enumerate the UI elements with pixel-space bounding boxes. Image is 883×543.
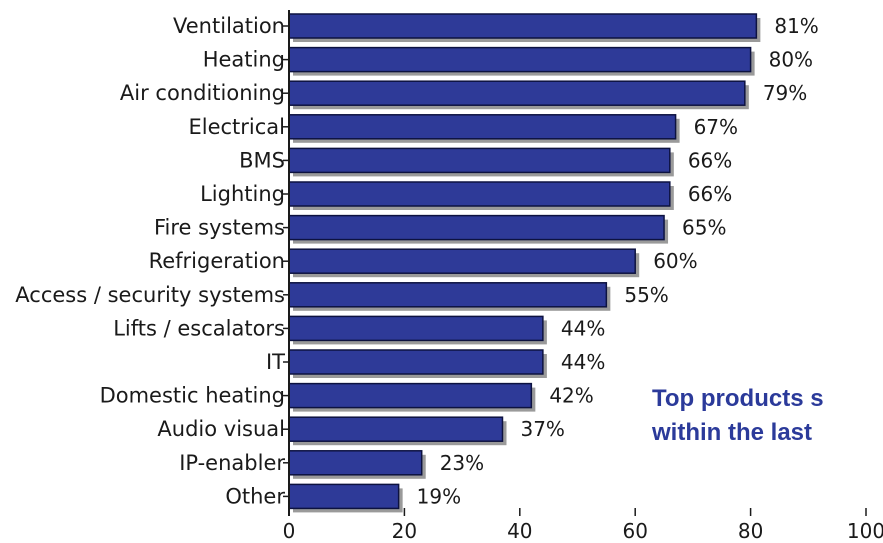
value-label: 44% (561, 316, 605, 340)
value-label: 66% (688, 182, 732, 206)
bar (288, 450, 423, 476)
chart-subtitle-line-1: Top products s (652, 385, 824, 412)
value-label: 37% (520, 417, 564, 441)
value-label: 60% (653, 249, 697, 273)
bar (288, 349, 544, 375)
x-tick-label: 100 (847, 519, 883, 543)
category-label: Electrical (188, 115, 285, 139)
category-label: Air conditioning (120, 81, 285, 105)
bar (288, 114, 677, 140)
bar (288, 282, 608, 308)
category-label: BMS (239, 148, 285, 172)
bar (288, 248, 636, 274)
x-tick-label: 0 (283, 519, 296, 543)
subtitle-layer: Top products s within the last (651, 385, 824, 446)
category-label: Lifts / escalators (113, 316, 285, 340)
value-label: 67% (694, 115, 738, 139)
category-label: Domestic heating (100, 384, 285, 408)
category-label: Lighting (200, 182, 285, 206)
category-label: Heating (203, 48, 285, 72)
value-label: 55% (624, 283, 668, 307)
value-label: 81% (774, 14, 818, 38)
value-label: 44% (561, 350, 605, 374)
category-label: Fire systems (154, 216, 285, 240)
category-label: Audio visual (157, 417, 285, 441)
bar (288, 80, 746, 106)
value-label: 80% (769, 48, 813, 72)
bar (288, 315, 544, 342)
bar (288, 181, 671, 207)
value-label: 19% (417, 484, 461, 508)
bar (288, 46, 752, 73)
x-tick-label: 40 (507, 519, 532, 543)
bar (288, 416, 504, 442)
bars-layer (288, 13, 761, 513)
bar (288, 483, 400, 510)
x-tick-label: 20 (392, 519, 417, 543)
chart-subtitle-line-2: within the last (651, 419, 812, 446)
value-label: 23% (440, 451, 484, 475)
bar (288, 382, 533, 409)
x-tick-label: 60 (622, 519, 647, 543)
category-label: IT (266, 350, 285, 374)
value-label: 42% (549, 384, 593, 408)
category-label: Ventilation (173, 14, 285, 38)
bar (288, 214, 665, 241)
bar (288, 13, 758, 39)
bar (288, 147, 671, 174)
category-label: Other (225, 484, 285, 508)
value-label: 66% (688, 148, 732, 172)
value-label: 65% (682, 216, 726, 240)
axis-layer: Ventilation 81% Heating 80% Air conditioning… (15, 10, 883, 543)
category-label: Access / security systems (15, 283, 285, 307)
value-label: 79% (763, 81, 807, 105)
category-label: IP-enabler (179, 451, 285, 475)
x-tick-label: 80 (738, 519, 763, 543)
category-label: Refrigeration (149, 249, 285, 273)
